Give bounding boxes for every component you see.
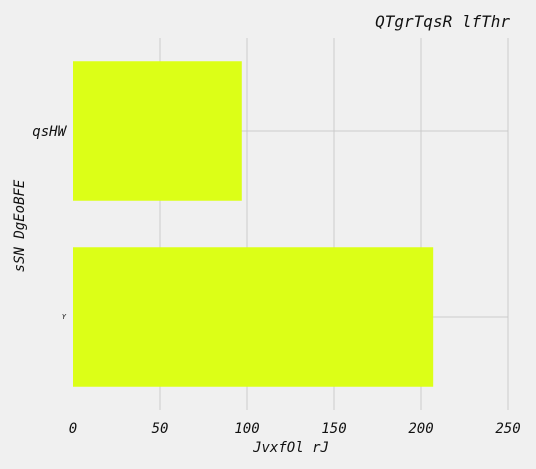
x-axis-label: JvxfOl rJ <box>252 440 329 456</box>
x-tick-label: 100 <box>234 421 259 437</box>
x-tick-label: 0 <box>69 421 77 437</box>
x-tick-label: 50 <box>152 421 169 437</box>
y-axis-label: sSN DgEoBFE <box>12 179 28 272</box>
x-tick-label: 200 <box>408 421 433 437</box>
x-tick-label: 250 <box>495 421 520 437</box>
y-tick-label: qsHW <box>32 124 67 140</box>
bars <box>73 61 434 387</box>
x-tick-label: 150 <box>321 421 346 437</box>
chart-title: QTgrTqsR lfThr <box>375 12 510 31</box>
bar <box>73 247 434 387</box>
y-tick-label: Y <box>62 313 67 321</box>
bar <box>73 61 242 201</box>
